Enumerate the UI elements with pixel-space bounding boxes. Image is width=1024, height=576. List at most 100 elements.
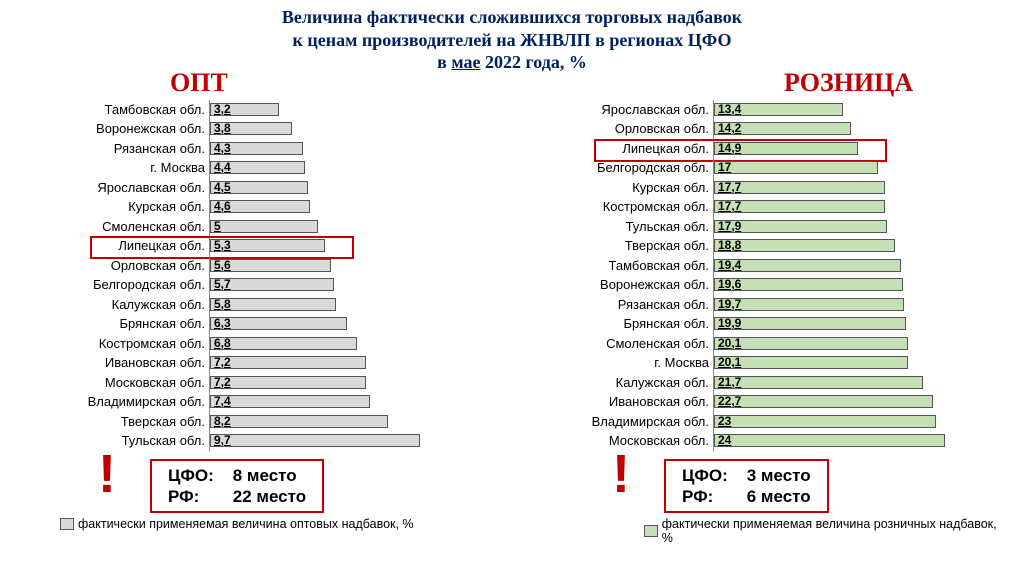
region-label: Костромская обл. (20, 336, 209, 351)
region-label: Ивановская обл. (524, 394, 713, 409)
table-row: Костромская обл. 17,7 (524, 197, 1004, 217)
table-row: Смоленская обл.5 (20, 217, 500, 237)
region-label: Костромская обл. (524, 199, 713, 214)
region-label: Владимирская обл. (524, 414, 713, 429)
region-label: Тамбовская обл. (524, 258, 713, 273)
table-row: Воронежская обл. 3,8 (20, 119, 500, 139)
bar-area: 19,4 (713, 256, 1004, 276)
bar-value: 9,7 (214, 433, 231, 447)
table-row: Московская обл.24 (524, 431, 1004, 451)
wholesale-header: ОПТ (170, 68, 500, 98)
bar-area: 7,2 (209, 353, 500, 373)
bar-value: 14,2 (718, 121, 741, 135)
table-row: Калужская обл.5,8 (20, 295, 500, 315)
bar-value: 20,1 (718, 355, 741, 369)
bar-value: 22,7 (718, 394, 741, 408)
bar (210, 395, 370, 408)
table-row: Владимирская обл.7,4 (20, 392, 500, 412)
bar-value: 23 (718, 414, 731, 428)
bar-area: 4,4 (209, 158, 500, 178)
bar (210, 376, 366, 389)
rank-cfo-label: ЦФО: (682, 465, 742, 486)
bar-area: 5,8 (209, 295, 500, 315)
bar-area: 24 (713, 431, 1004, 451)
bar (210, 356, 366, 369)
bar-area: 4,5 (209, 178, 500, 198)
bar-value: 5,7 (214, 277, 231, 291)
bar (714, 259, 901, 272)
bar-value: 7,2 (214, 355, 231, 369)
bar-value: 19,4 (718, 258, 741, 272)
bar (714, 337, 908, 350)
bar-value: 14,9 (718, 141, 741, 155)
retail-legend-text: фактически применяемая величина розничны… (662, 517, 1004, 545)
bar-value: 18,8 (718, 238, 741, 252)
region-label: Ярославская обл. (524, 102, 713, 117)
bar-area: 3,8 (209, 119, 500, 139)
region-label: Курская обл. (524, 180, 713, 195)
bar-value: 3,2 (214, 102, 231, 116)
bar-value: 5,8 (214, 297, 231, 311)
region-label: Брянская обл. (20, 316, 209, 331)
title-line-1: Величина фактически сложившихся торговых… (282, 7, 742, 27)
region-label: Орловская обл. (20, 258, 209, 273)
retail-header: РОЗНИЦА (784, 68, 1004, 98)
bar-area: 3,2 (209, 100, 500, 120)
wholesale-column: ОПТ Тамбовская обл.3,2Воронежская обл.3,… (20, 68, 500, 546)
table-row: Костромская обл. 6,8 (20, 334, 500, 354)
table-row: г. Москва4,4 (20, 158, 500, 178)
bar-area: 14,2 (713, 119, 1004, 139)
bar-area: 4,6 (209, 197, 500, 217)
table-row: Брянская обл.6,3 (20, 314, 500, 334)
wholesale-chart: Тамбовская обл.3,2Воронежская обл.3,8Ряз… (20, 100, 500, 451)
region-label: Курская обл. (20, 199, 209, 214)
bar-area: 20,1 (713, 334, 1004, 354)
bar-value: 17 (718, 160, 731, 174)
table-row: Владимирская обл. 23 (524, 412, 1004, 432)
table-row: Ивановская обл. 22,7 (524, 392, 1004, 412)
bar-value: 7,2 (214, 375, 231, 389)
region-label: Ярославская обл. (20, 180, 209, 195)
legend-swatch-icon (60, 518, 74, 530)
region-label: Брянская обл. (524, 316, 713, 331)
table-row: Тверская обл.18,8 (524, 236, 1004, 256)
region-label: Тульская обл. (524, 219, 713, 234)
table-row: Тульская обл. 17,9 (524, 217, 1004, 237)
bar (714, 376, 923, 389)
table-row: Тамбовская обл. 19,4 (524, 256, 1004, 276)
exclaim-icon: ! (612, 443, 630, 505)
retail-column: РОЗНИЦА Ярославская обл.13,4Орловская об… (524, 68, 1004, 546)
bar (210, 220, 318, 233)
bar-area: 17 (713, 158, 1004, 178)
bar-area: 19,6 (713, 275, 1004, 295)
bar-value: 6,8 (214, 336, 231, 350)
bar-value: 17,9 (718, 219, 741, 233)
region-label: Воронежская обл. (20, 121, 209, 136)
table-row: Курская обл.4,6 (20, 197, 500, 217)
bar-value: 17,7 (718, 199, 741, 213)
rank-cfo-value: 3 место (747, 466, 811, 485)
bar-area: 20,1 (713, 353, 1004, 373)
bar-area: 22,7 (713, 392, 1004, 412)
bar-area: 18,8 (713, 236, 1004, 256)
bar-value: 21,7 (718, 375, 741, 389)
exclaim-icon: ! (98, 443, 116, 505)
bar-value: 5,3 (214, 238, 231, 252)
bar-area: 19,7 (713, 295, 1004, 315)
table-row: Орловская обл.14,2 (524, 119, 1004, 139)
bar-value: 4,3 (214, 141, 231, 155)
bar-value: 4,4 (214, 160, 231, 174)
region-label: Смоленская обл. (20, 219, 209, 234)
table-row: Белгородская обл.17 (524, 158, 1004, 178)
bar (714, 415, 936, 428)
bar-value: 3,8 (214, 121, 231, 135)
bar-area: 8,2 (209, 412, 500, 432)
region-label: г. Москва (524, 355, 713, 370)
wholesale-legend-text: фактически применяемая величина оптовых … (78, 517, 414, 531)
region-label: Ивановская обл. (20, 355, 209, 370)
bar-value: 19,6 (718, 277, 741, 291)
bar-area: 5 (209, 217, 500, 237)
table-row: Ивановская обл. 7,2 (20, 353, 500, 373)
retail-legend: фактически применяемая величина розничны… (644, 517, 1004, 545)
bar-area: 9,7 (209, 431, 500, 451)
